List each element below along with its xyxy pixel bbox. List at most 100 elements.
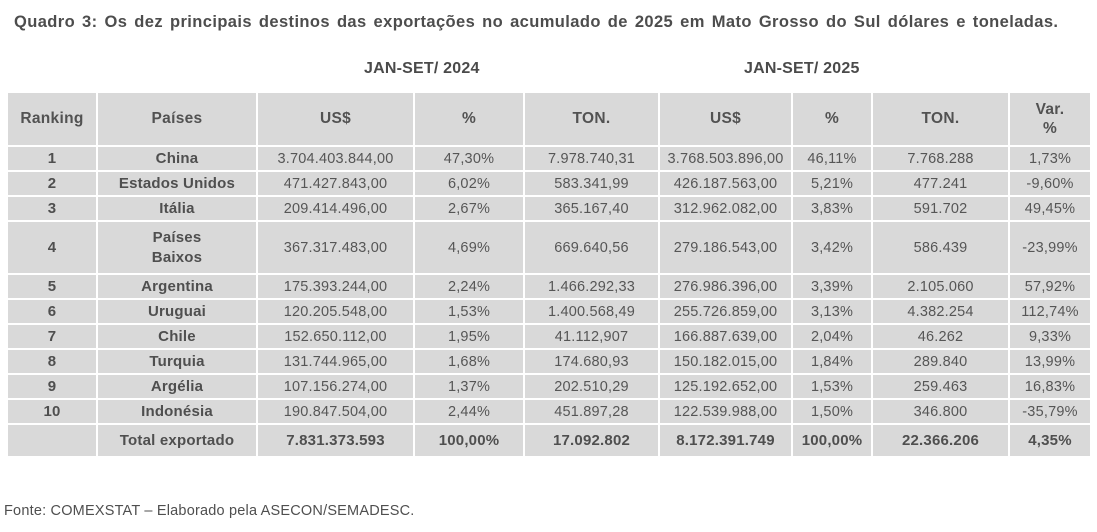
value-cell: 7.831.373.593 xyxy=(256,423,415,458)
ranking-cell: 7 xyxy=(6,323,98,350)
value-cell: 5,21% xyxy=(791,170,873,197)
value-cell: 190.847.504,00 xyxy=(256,398,415,425)
value-cell: 4,35% xyxy=(1008,423,1092,458)
table-row: 8 Turquia 131.744.965,00 1,68% 174.680,93 150… xyxy=(6,348,1092,375)
country-cell: Argentina xyxy=(96,273,258,300)
value-cell: 1.466.292,33 xyxy=(523,273,660,300)
ranking-cell xyxy=(6,423,98,458)
value-cell: 57,92% xyxy=(1008,273,1092,300)
table-row: 5 Argentina 175.393.244,00 2,24% 1.466.292,3… xyxy=(6,273,1092,300)
value-cell: 122.539.988,00 xyxy=(658,398,793,425)
value-cell: 7.768.288 xyxy=(871,145,1010,172)
value-cell: 174.680,93 xyxy=(523,348,660,375)
value-cell: 9,33% xyxy=(1008,323,1092,350)
value-cell: 166.887.639,00 xyxy=(658,323,793,350)
country-cell: China xyxy=(96,145,258,172)
value-cell: 1,84% xyxy=(791,348,873,375)
value-cell: 279.186.543,00 xyxy=(658,220,793,275)
value-cell: 586.439 xyxy=(871,220,1010,275)
table-row: 2 Estados Unidos 471.427.843,00 6,02% 583.34… xyxy=(6,170,1092,197)
country-cell: Estados Unidos xyxy=(96,170,258,197)
value-cell: 1,73% xyxy=(1008,145,1092,172)
value-cell: 255.726.859,00 xyxy=(658,298,793,325)
period-label-2024: JAN-SET/ 2024 xyxy=(364,60,480,77)
value-cell: 1,95% xyxy=(413,323,525,350)
value-cell: 47,30% xyxy=(413,145,525,172)
value-cell: 6,02% xyxy=(413,170,525,197)
value-cell: 209.414.496,00 xyxy=(256,195,415,222)
value-cell: 367.317.483,00 xyxy=(256,220,415,275)
value-cell: 49,45% xyxy=(1008,195,1092,222)
value-cell: 100,00% xyxy=(791,423,873,458)
table-row: 10 Indonésia 190.847.504,00 2,44% 451.897,28… xyxy=(6,398,1092,425)
value-cell: 16,83% xyxy=(1008,373,1092,400)
value-cell: 41.112,907 xyxy=(523,323,660,350)
header-var-pct: Var. % xyxy=(1008,91,1092,147)
value-cell: 13,99% xyxy=(1008,348,1092,375)
header-ton-2024: TON. xyxy=(523,91,660,147)
value-cell: 112,74% xyxy=(1008,298,1092,325)
country-cell: Uruguai xyxy=(96,298,258,325)
value-cell: 471.427.843,00 xyxy=(256,170,415,197)
value-cell: 312.962.082,00 xyxy=(658,195,793,222)
value-cell: 2,67% xyxy=(413,195,525,222)
table-caption: Quadro 3: Os dez principais destinos das… xyxy=(14,13,1059,31)
country-cell: Chile xyxy=(96,323,258,350)
value-cell: 22.366.206 xyxy=(871,423,1010,458)
value-cell: 583.341,99 xyxy=(523,170,660,197)
value-cell: 669.640,56 xyxy=(523,220,660,275)
value-cell: 346.800 xyxy=(871,398,1010,425)
table-row: 3 Itália 209.414.496,00 2,67% 365.167,40 312.… xyxy=(6,195,1092,222)
value-cell: 1,50% xyxy=(791,398,873,425)
value-cell: 175.393.244,00 xyxy=(256,273,415,300)
value-cell: 202.510,29 xyxy=(523,373,660,400)
header-usd-2025: US$ xyxy=(658,91,793,147)
table-row: 1 China 3.704.403.844,00 47,30% 7.978.740,31… xyxy=(6,145,1092,172)
value-cell: 3.704.403.844,00 xyxy=(256,145,415,172)
country-cell: Indonésia xyxy=(96,398,258,425)
value-cell: 276.986.396,00 xyxy=(658,273,793,300)
value-cell: 100,00% xyxy=(413,423,525,458)
value-cell: 365.167,40 xyxy=(523,195,660,222)
value-cell: -23,99% xyxy=(1008,220,1092,275)
value-cell: 131.744.965,00 xyxy=(256,348,415,375)
country-cell: Turquia xyxy=(96,348,258,375)
value-cell: 451.897,28 xyxy=(523,398,660,425)
value-cell: 17.092.802 xyxy=(523,423,660,458)
value-cell: 107.156.274,00 xyxy=(256,373,415,400)
value-cell: 1,53% xyxy=(791,373,873,400)
country-cell: Total exportado xyxy=(96,423,258,458)
value-cell: 2.105.060 xyxy=(871,273,1010,300)
value-cell: 3,39% xyxy=(791,273,873,300)
ranking-cell: 1 xyxy=(6,145,98,172)
ranking-cell: 9 xyxy=(6,373,98,400)
country-cell: Países Baixos xyxy=(96,220,258,275)
value-cell: 3,83% xyxy=(791,195,873,222)
exports-table: Ranking Países US$ % TON. US$ % TON. Var… xyxy=(6,91,1092,458)
value-cell: 2,24% xyxy=(413,273,525,300)
table-row: 7 Chile 152.650.112,00 1,95% 41.112,907 166.8… xyxy=(6,323,1092,350)
value-cell: 4,69% xyxy=(413,220,525,275)
value-cell: 426.187.563,00 xyxy=(658,170,793,197)
table-row: 6 Uruguai 120.205.548,00 1,53% 1.400.568,49 2… xyxy=(6,298,1092,325)
value-cell: 1,37% xyxy=(413,373,525,400)
ranking-cell: 10 xyxy=(6,398,98,425)
header-row: Ranking Países US$ % TON. US$ % TON. Var… xyxy=(6,91,1092,147)
value-cell: 2,04% xyxy=(791,323,873,350)
value-cell: 1.400.568,49 xyxy=(523,298,660,325)
value-cell: 8.172.391.749 xyxy=(658,423,793,458)
header-ton-2025: TON. xyxy=(871,91,1010,147)
ranking-cell: 2 xyxy=(6,170,98,197)
value-cell: 1,53% xyxy=(413,298,525,325)
value-cell: 3.768.503.896,00 xyxy=(658,145,793,172)
header-paises: Países xyxy=(96,91,258,147)
header-ranking: Ranking xyxy=(6,91,98,147)
value-cell: 4.382.254 xyxy=(871,298,1010,325)
table-row: 4 Países Baixos 367.317.483,00 4,69% 669.640… xyxy=(6,220,1092,275)
value-cell: 152.650.112,00 xyxy=(256,323,415,350)
ranking-cell: 5 xyxy=(6,273,98,300)
value-cell: 477.241 xyxy=(871,170,1010,197)
total-row: Total exportado 7.831.373.593 100,00% 17.09… xyxy=(6,423,1092,458)
header-pct-2024: % xyxy=(413,91,525,147)
header-pct-2025: % xyxy=(791,91,873,147)
